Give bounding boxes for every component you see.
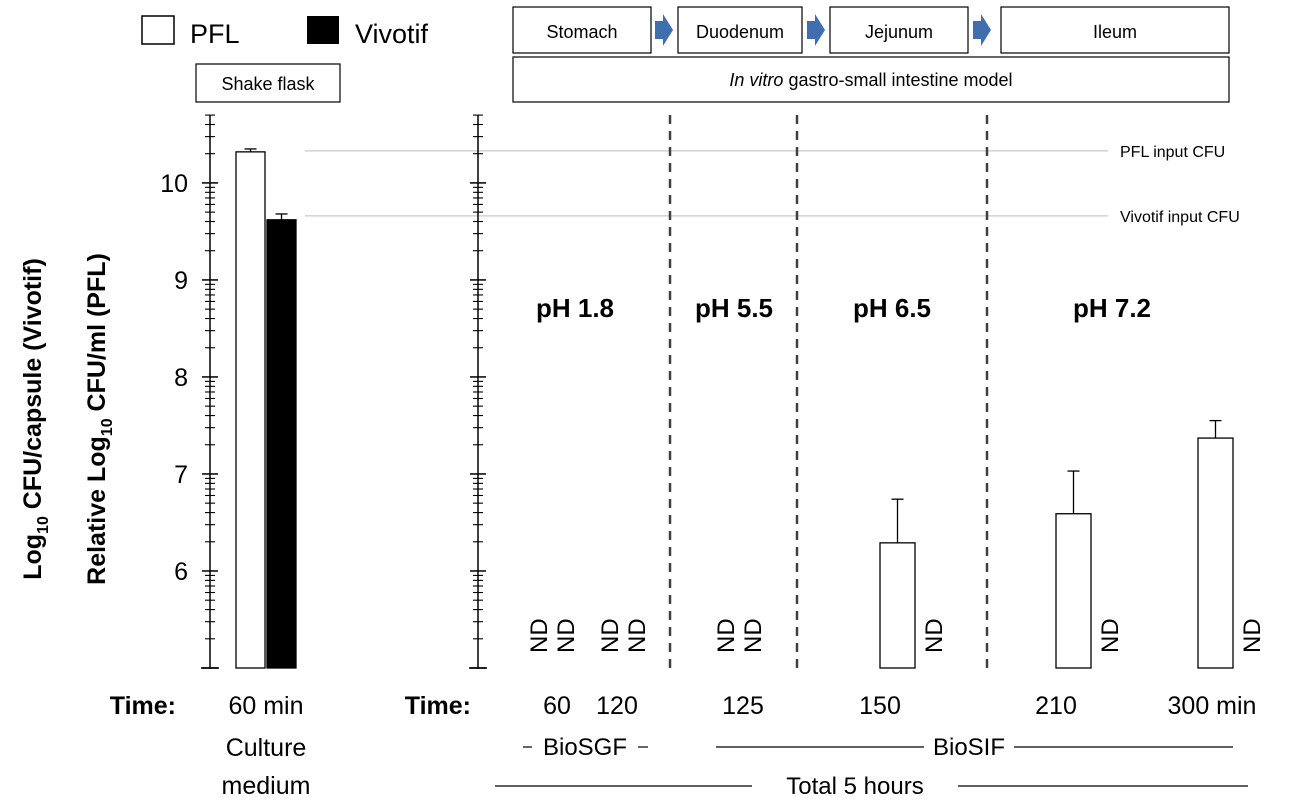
y-tick-label: 9 <box>174 267 188 295</box>
culture-label: Culture <box>226 734 307 762</box>
ph-label: pH 7.2 <box>1073 293 1151 323</box>
time-label: 60 min <box>228 692 303 720</box>
segment-duodenum-label: Duodenum <box>696 22 784 42</box>
shake-flask-box <box>195 63 341 103</box>
segment-stomach-box <box>512 6 652 54</box>
ph-labels: pH 1.8 pH 5.5 pH 6.5 pH 7.2 <box>536 293 1151 323</box>
bar-pfl <box>1197 437 1234 669</box>
y-tick-label: 7 <box>174 461 188 489</box>
biosif-label: BioSIF <box>933 734 1005 761</box>
subscript-10: 10 <box>99 418 116 436</box>
reference-line-label: Vivotif input CFU <box>1120 209 1240 226</box>
nd-labels: ND ND ND ND ND ND ND ND ND <box>526 618 1266 653</box>
model-label-rest: gastro-small intestine model <box>783 70 1012 90</box>
segment-ileum-box <box>1000 6 1230 54</box>
nd-label: ND <box>597 618 624 653</box>
segment-jejunum-box <box>829 6 969 54</box>
nd-label: ND <box>526 618 553 653</box>
legend-vivotif-swatch <box>307 16 339 44</box>
nd-label: ND <box>553 618 580 653</box>
nd-label: ND <box>713 618 740 653</box>
bar-pfl <box>879 542 916 669</box>
subscript-10: 10 <box>35 516 52 534</box>
bar-pfl <box>1055 513 1092 669</box>
y-tick-label: 8 <box>174 364 188 392</box>
y-axis-title-rest: CFU/ml (PFL) <box>83 253 111 418</box>
bars <box>235 148 1234 669</box>
legend-pfl-swatch <box>141 15 175 45</box>
segment-jejunum-label: Jejunum <box>865 22 933 42</box>
y-tick-labels: 6 7 8 9 10 <box>160 170 188 586</box>
bottom-labels: Time: 60 min Culture medium Time: 60 120 125 150… <box>110 692 1257 800</box>
time-label: 60 <box>543 692 571 720</box>
arrow-right-icon <box>655 14 673 46</box>
bar-pfl <box>235 151 266 669</box>
biosgf-label: BioSGF <box>543 734 627 761</box>
y-tick-label: 10 <box>160 170 188 198</box>
segment-stomach-label: Stomach <box>546 22 617 42</box>
nd-label: ND <box>1239 618 1266 653</box>
arrow-right-icon <box>807 14 825 46</box>
y-axis-title-1: Log10 CFU/capsule (Vivotif) <box>19 258 52 580</box>
model-label: In vitro gastro-small intestine model <box>729 70 1012 90</box>
y-axis-title-2: Relative Log10 CFU/ml (PFL) <box>83 253 116 585</box>
time-prefix: Time: <box>110 692 176 720</box>
y-axis-title-rest: CFU/capsule (Vivotif) <box>19 258 47 516</box>
bar-vivotif <box>266 219 297 669</box>
culture-label: medium <box>222 772 311 800</box>
reference-line-label: PFL input CFU <box>1120 144 1225 161</box>
arrow-right-icon <box>973 14 991 46</box>
time-label: 210 <box>1035 692 1077 720</box>
ph-label: pH 5.5 <box>695 293 773 323</box>
legend: PFL Vivotif <box>141 15 429 49</box>
model-label-italic: In vitro <box>729 70 783 90</box>
time-label: 125 <box>722 692 764 720</box>
legend-pfl-label: PFL <box>190 19 240 49</box>
time-prefix: Time: <box>405 692 471 720</box>
legend-vivotif-label: Vivotif <box>355 19 429 49</box>
time-label: 300 min <box>1168 692 1257 720</box>
total-label: Total 5 hours <box>786 773 923 800</box>
axes <box>201 114 487 669</box>
segment-duodenum-box <box>677 6 803 54</box>
reference-lines: PFL input CFU Vivotif input CFU <box>305 144 1240 226</box>
nd-label: ND <box>921 618 948 653</box>
y-tick-label: 6 <box>174 558 188 586</box>
region-dividers <box>668 115 989 668</box>
nd-label: ND <box>624 618 651 653</box>
ph-label: pH 6.5 <box>853 293 931 323</box>
time-label: 150 <box>859 692 901 720</box>
segment-header: Stomach Duodenum Jejunum Ileum In vitro … <box>512 6 1230 103</box>
shake-flask-label: Shake flask <box>221 74 315 94</box>
model-box <box>512 56 1230 103</box>
nd-label: ND <box>1097 618 1124 653</box>
ph-label: pH 1.8 <box>536 293 614 323</box>
segment-ileum-label: Ileum <box>1093 22 1137 42</box>
nd-label: ND <box>740 618 767 653</box>
time-label: 120 <box>596 692 638 720</box>
